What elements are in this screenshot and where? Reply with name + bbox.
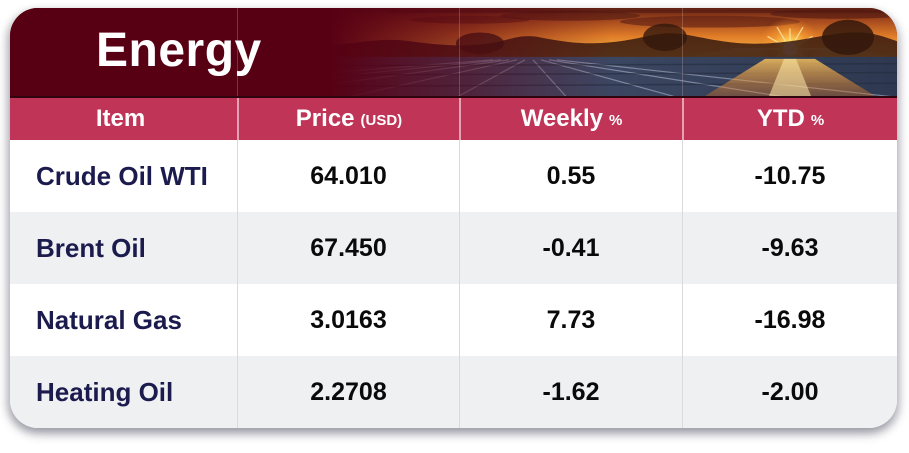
column-header-item: Item: [10, 98, 237, 140]
column-label: Price: [295, 105, 355, 132]
weekly-cell: 0.55: [459, 140, 682, 212]
page-title: Energy: [96, 23, 262, 77]
weekly-cell: -0.41: [459, 212, 682, 284]
price-cell: 67.450: [237, 212, 459, 284]
ytd-cell: -10.75: [682, 140, 897, 212]
column-label: Item: [95, 105, 146, 132]
column-suffix: (USD): [360, 112, 403, 129]
column-label: Weekly: [520, 105, 603, 132]
column-header-ytd: YTD %: [682, 98, 897, 140]
weekly-cell: 7.73: [459, 284, 682, 356]
weekly-cell: -1.62: [459, 356, 682, 428]
column-header-weekly: Weekly %: [459, 98, 682, 140]
price-cell: 2.2708: [237, 356, 459, 428]
table-body: Crude Oil WTI 64.010 0.55 -10.75 Brent O…: [10, 140, 897, 428]
price-cell: 3.0163: [237, 284, 459, 356]
banner: Energy: [10, 8, 897, 98]
table-header: Item Price (USD) Weekly % YTD %: [10, 98, 897, 140]
column-suffix: %: [608, 112, 623, 129]
table-row-natural-gas: Natural Gas 3.0163 7.73 -16.98: [10, 284, 897, 356]
item-cell: Natural Gas: [36, 304, 182, 335]
column-suffix: %: [810, 112, 825, 129]
table-row-heating-oil: Heating Oil 2.2708 -1.62 -2.00: [10, 356, 897, 428]
ytd-cell: -9.63: [682, 212, 897, 284]
column-label: YTD: [756, 105, 805, 132]
table-row-brent-oil: Brent Oil 67.450 -0.41 -9.63: [10, 212, 897, 284]
column-header-price: Price (USD): [237, 98, 459, 140]
ytd-cell: -2.00: [682, 356, 897, 428]
ytd-cell: -16.98: [682, 284, 897, 356]
item-cell: Brent Oil: [36, 232, 146, 263]
table-row-crude-oil-wti: Crude Oil WTI 64.010 0.55 -10.75: [10, 140, 897, 212]
energy-table-card: Energy Item Price (USD) Weekly % YTD % C…: [10, 8, 897, 428]
item-cell: Heating Oil: [36, 376, 174, 407]
price-cell: 64.010: [237, 140, 459, 212]
item-cell: Crude Oil WTI: [36, 160, 208, 191]
